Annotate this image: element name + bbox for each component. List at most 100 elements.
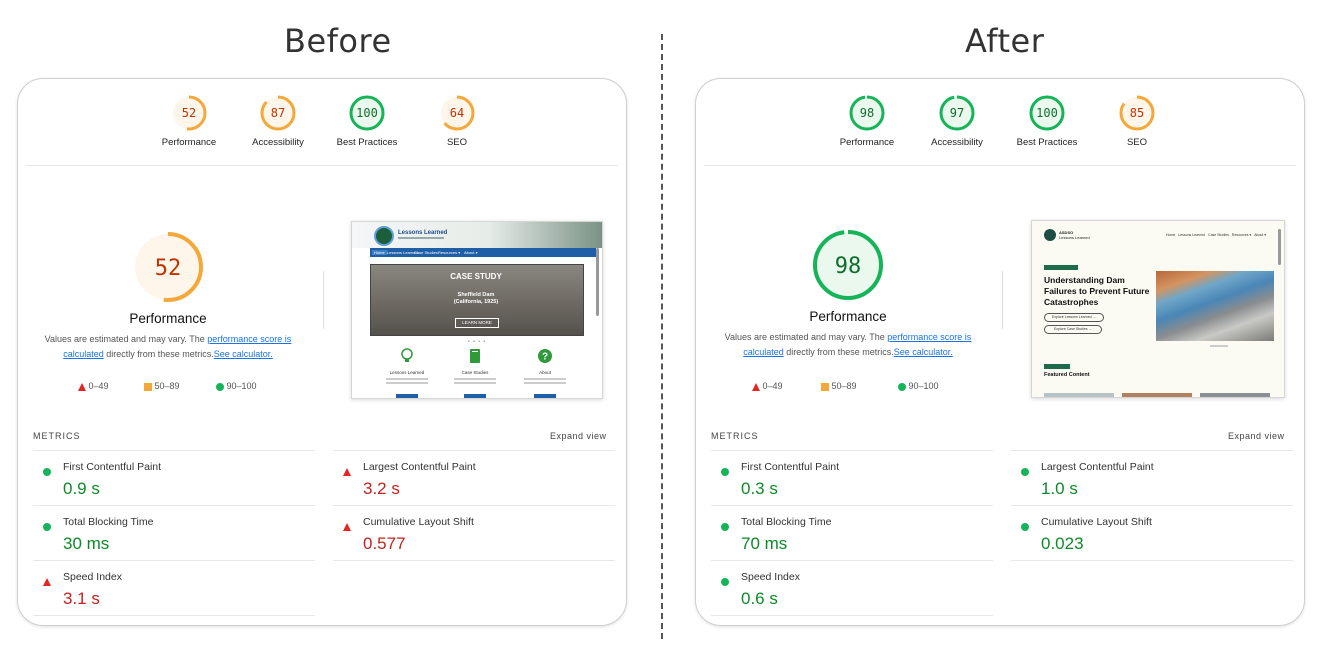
site-logo-icon [374, 226, 394, 246]
desc-text-2: directly from these metrics. [783, 347, 894, 357]
metric-status-icon [721, 463, 729, 481]
lightbulb-icon [400, 348, 414, 364]
gauge-ring: 100 [349, 95, 385, 131]
before-performance-summary: 52 Performance Values are estimated and … [18, 229, 318, 362]
after-gauge-accessibility[interactable]: 97 Accessibility [912, 93, 1002, 148]
metric-name: Total Blocking Time [741, 516, 832, 528]
after-performance-summary: 98 Performance Values are estimated and … [698, 227, 998, 360]
gauge-label: SEO [1126, 137, 1148, 148]
before-gauge-best-practices[interactable]: 100 Best Practices [322, 93, 412, 148]
site-title: Lessons Learned [398, 230, 448, 236]
gauge-score: 100 [1036, 106, 1058, 120]
metric-status-icon [1021, 463, 1029, 481]
featured-title: Featured Content [1044, 372, 1090, 378]
metric-name: Largest Contentful Paint [1041, 461, 1154, 473]
hero-button-1: Explore Lessons Learned → [1044, 313, 1104, 322]
good-circle-icon [898, 382, 906, 391]
gauge-label: Best Practices [336, 137, 398, 148]
legend-good: 90–100 [908, 381, 939, 391]
metric-name: Speed Index [741, 571, 800, 583]
dam-photo [1156, 271, 1274, 341]
after-category-gauges: 98 Performance 97 Accessibility 100 Best… [696, 93, 1304, 165]
gauge-ring: 87 [260, 95, 296, 131]
before-heading: Before [284, 22, 392, 60]
separator [704, 165, 1296, 166]
metric-first-contentful-paint: First Contentful Paint 0.9 s [33, 450, 315, 505]
summary-separator [323, 271, 324, 329]
metric-value: 1.0 s [1041, 479, 1078, 498]
metric-name: First Contentful Paint [63, 461, 162, 473]
gauge-score: 97 [950, 106, 964, 120]
metric-name: Total Blocking Time [63, 516, 154, 528]
site-nav: Home Lessons Learned Case Studies Resour… [370, 248, 596, 257]
before-gauge-performance[interactable]: 52 Performance [144, 93, 234, 148]
legend-average: 50–89 [831, 381, 857, 391]
big-gauge-title: Performance [809, 309, 887, 324]
after-page-screenshot: ASDSO Lessons Learned Home Lessons Learn… [1031, 220, 1285, 398]
expand-view-toggle[interactable]: Expand view [550, 431, 607, 441]
gauge-score: 85 [1130, 106, 1144, 120]
gauge-ring: 98 [849, 95, 885, 131]
metric-total-blocking-time: Total Blocking Time 70 ms [711, 505, 993, 560]
metrics-title: METRICS [33, 431, 81, 441]
legend-good: 90–100 [226, 381, 257, 391]
expand-view-toggle[interactable]: Expand view [1228, 431, 1285, 441]
gauge-ring: 52 [171, 95, 207, 131]
average-square-icon [821, 382, 829, 391]
after-report-card: 98 Performance 97 Accessibility 100 Best… [695, 78, 1305, 626]
hero-subtitle: Sheffield Dam [457, 292, 495, 298]
calculator-link[interactable]: See calculator. [213, 349, 273, 359]
metrics-title: METRICS [711, 431, 759, 441]
legend-average: 50–89 [154, 381, 180, 391]
before-gauge-accessibility[interactable]: 87 Accessibility [233, 93, 323, 148]
separator [26, 165, 618, 166]
metric-status-icon [721, 573, 729, 591]
metric-largest-contentful-paint: Largest Contentful Paint 3.2 s [333, 450, 615, 505]
before-page-screenshot: Lessons Learned Home Lessons Learned Cas… [351, 221, 603, 399]
summary-separator [1002, 271, 1003, 329]
hero-subtitle-2: (California, 1925) [453, 299, 499, 305]
svg-text:?: ? [542, 352, 548, 363]
metric-cumulative-layout-shift: Cumulative Layout Shift 0.577 [333, 505, 615, 561]
before-gauge-seo[interactable]: 64 SEO [412, 93, 502, 148]
metric-speed-index: Speed Index 3.1 s [33, 560, 315, 616]
desc-text: Values are estimated and may vary. The [724, 332, 888, 342]
big-gauge: 52 [133, 232, 203, 302]
metric-speed-index: Speed Index 0.6 s [711, 560, 993, 616]
metric-value: 0.577 [363, 534, 406, 553]
calculator-link[interactable]: See calculator. [893, 347, 953, 357]
site-nav: Home Lessons Learned Case Studies Resour… [1166, 233, 1267, 237]
metric-name: Cumulative Layout Shift [363, 516, 474, 528]
after-gauge-seo[interactable]: 85 SEO [1092, 93, 1182, 148]
after-gauge-performance[interactable]: 98 Performance [822, 93, 912, 148]
gauge-label: Accessibility [931, 137, 983, 148]
desc-text-2: directly from these metrics. [103, 349, 214, 359]
after-gauge-best-practices[interactable]: 100 Best Practices [1002, 93, 1092, 148]
metric-status-icon [43, 518, 51, 536]
metric-status-icon [721, 518, 729, 536]
metric-status-icon [43, 573, 51, 591]
gauge-score: 64 [450, 106, 464, 120]
gauge-ring: 85 [1119, 95, 1155, 131]
metric-status-icon [343, 463, 351, 481]
brand: ASDSO [1059, 230, 1074, 235]
average-square-icon [144, 382, 152, 391]
metric-value: 0.023 [1041, 534, 1084, 553]
after-heading: After [965, 22, 1045, 60]
hero-button-2: Explore Case Studies → [1044, 325, 1102, 334]
performance-score-link[interactable]: performance score is calculated [743, 332, 972, 357]
gauge-ring: 100 [1029, 95, 1065, 131]
performance-description: Values are estimated and may vary. The p… [718, 330, 978, 360]
metric-cumulative-layout-shift: Cumulative Layout Shift 0.023 [1011, 505, 1293, 561]
gauge-score: 52 [182, 106, 196, 120]
gauge-label: SEO [446, 137, 468, 148]
brand-sub: Lessons Learned [1059, 235, 1090, 240]
metric-value: 30 ms [63, 534, 110, 553]
performance-description: Values are estimated and may vary. The p… [38, 332, 298, 362]
performance-score-link[interactable]: performance score is calculated [63, 334, 292, 359]
metric-largest-contentful-paint: Largest Contentful Paint 1.0 s [1011, 450, 1293, 505]
metric-name: Largest Contentful Paint [363, 461, 476, 473]
good-circle-icon [216, 382, 224, 391]
big-gauge: 98 [813, 230, 883, 300]
metric-value: 3.2 s [363, 479, 400, 498]
